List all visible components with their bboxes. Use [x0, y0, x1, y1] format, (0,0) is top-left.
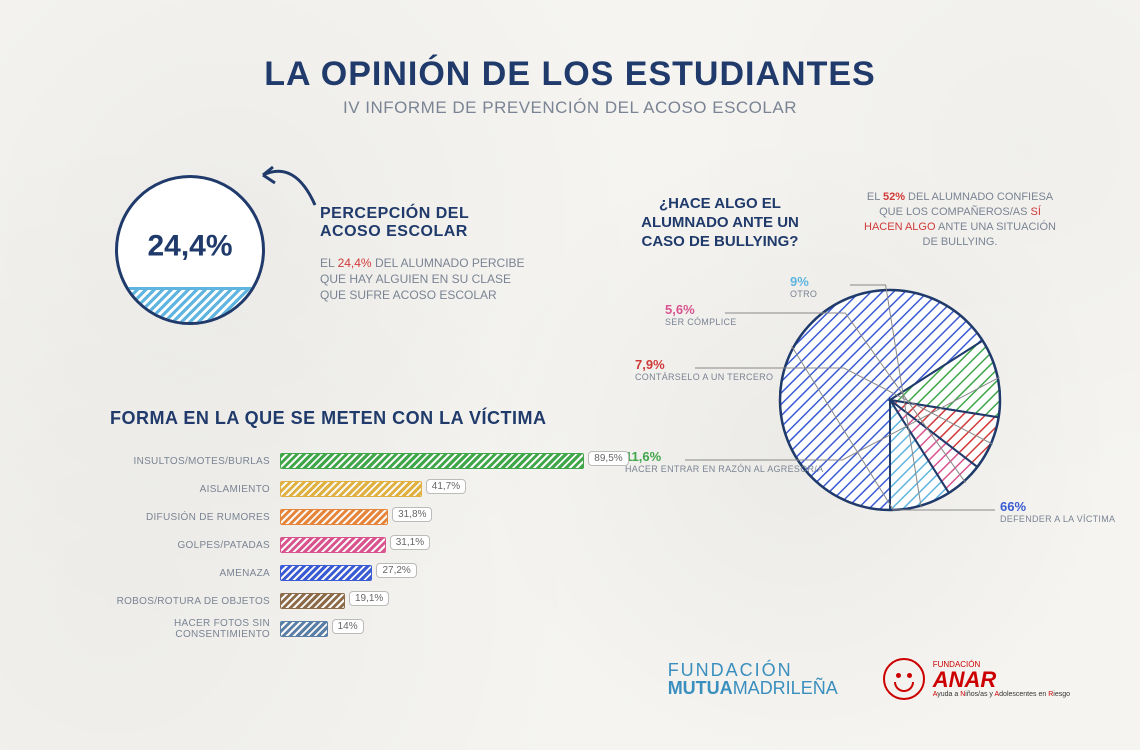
bar-row: INSULTOS/MOTES/BURLAS89,5% [90, 450, 620, 472]
pie-slice-label: 66%DEFENDER A LA VÍCTIMA [1000, 500, 1115, 525]
bar-fill [280, 593, 345, 609]
logo-anar: FUNDACIÓN ANAR Ayuda a Niños/as y Adoles… [883, 658, 1070, 700]
bar-label: INSULTOS/MOTES/BURLAS [90, 456, 280, 467]
bar-pct-label: 14% [332, 619, 364, 634]
bar-pct-label: 19,1% [349, 591, 389, 606]
bar-pct-label: 89,5% [588, 451, 628, 466]
bar-fill [280, 565, 372, 581]
bar-fill [280, 453, 584, 469]
question-text: ¿HACE ALGO EL ALUMNADO ANTE UN CASO DE B… [620, 195, 820, 251]
bar-label: AMENAZA [90, 568, 280, 579]
bar-pct-label: 31,1% [390, 535, 430, 550]
bars-title: FORMA EN LA QUE SE METEN CON LA VÍCTIMA [110, 408, 547, 429]
bar-label: AISLAMIENTO [90, 484, 280, 495]
pie-slice-label: 5,6%SER CÓMPLICE [665, 303, 737, 328]
horizontal-bar-chart: INSULTOS/MOTES/BURLAS89,5% AISLAMIENTO 41,… [90, 450, 620, 646]
bar-row: AISLAMIENTO 41,7% [90, 478, 620, 500]
logo-mutua: FUNDACIÓN MUTUAMADRILEÑA [668, 661, 838, 697]
pie-slice-label: 9%OTRO [790, 275, 817, 300]
perception-circle-chart: 24,4% [115, 175, 265, 325]
pie-chart [775, 285, 1005, 515]
bar-fill [280, 537, 386, 553]
circle-pct-label: 24,4% [147, 230, 232, 264]
bar-row: ROBOS/ROTURA DE OBJETOS 19,1% [90, 590, 620, 612]
bar-label: HACER FOTOS SIN CONSENTIMIENTO [90, 618, 280, 640]
circle-fill [118, 287, 262, 322]
page-subtitle: IV INFORME DE PREVENCIÓN DEL ACOSO ESCOL… [70, 98, 1070, 118]
perception-title: PERCEPCIÓN DEL ACOSO ESCOLAR [320, 205, 530, 241]
bar-fill [280, 621, 328, 637]
bar-label: GOLPES/PATADAS [90, 540, 280, 551]
pie-slice-label: 7,9%CONTÁRSELO A UN TERCERO [635, 358, 773, 383]
arrow-icon [255, 155, 325, 215]
bar-row: AMENAZA 27,2% [90, 562, 620, 584]
logos-row: FUNDACIÓN MUTUAMADRILEÑA FUNDACIÓN ANAR … [668, 658, 1070, 700]
stat52-pct: 52% [883, 191, 905, 203]
perception-text-block: PERCEPCIÓN DEL ACOSO ESCOLAR EL 24,4% DE… [320, 205, 530, 304]
bar-fill [280, 509, 388, 525]
bar-pct-label: 31,8% [392, 507, 432, 522]
bar-row: HACER FOTOS SIN CONSENTIMIENTO 14% [90, 618, 620, 640]
anar-face-icon [883, 658, 925, 700]
bar-pct-label: 27,2% [376, 563, 416, 578]
bar-label: ROBOS/ROTURA DE OBJETOS [90, 596, 280, 607]
perception-body: EL 24,4% DEL ALUMNADO PERCIBE QUE HAY AL… [320, 255, 530, 304]
bar-row: DIFUSIÓN DE RUMORES 31,8% [90, 506, 620, 528]
stat52-text: EL 52% DEL ALUMNADO CONFIESA QUE LOS COM… [860, 190, 1060, 249]
circle-outline: 24,4% [115, 175, 265, 325]
perception-pct: 24,4% [338, 256, 372, 270]
pie-slice-label: 11,6%HACER ENTRAR EN RAZÓN AL AGRESOR/A [625, 450, 823, 475]
bar-pct-label: 41,7% [426, 479, 466, 494]
bar-fill [280, 481, 422, 497]
bar-row: GOLPES/PATADAS 31,1% [90, 534, 620, 556]
bar-label: DIFUSIÓN DE RUMORES [90, 512, 280, 523]
page-title: LA OPINIÓN DE LOS ESTUDIANTES [70, 55, 1070, 94]
